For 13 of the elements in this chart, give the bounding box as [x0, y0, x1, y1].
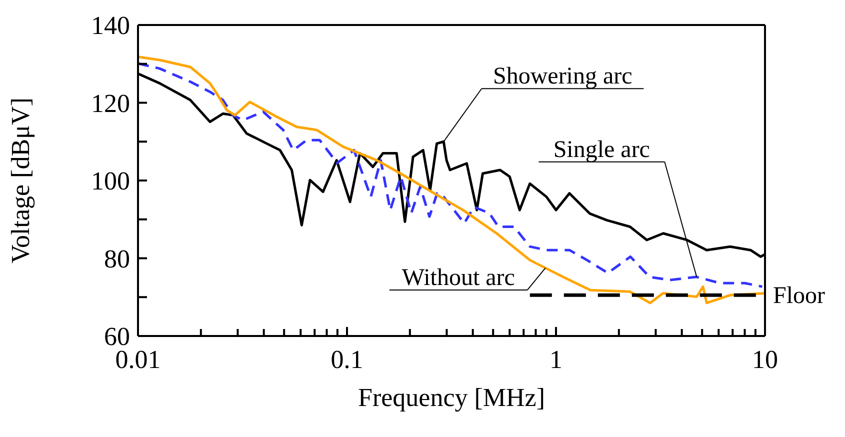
y-tick-label: 100: [91, 166, 130, 196]
x-tick-label: 0.1: [330, 345, 364, 374]
x-axis-title: Frequency [MHz]: [358, 383, 545, 412]
annotation: Single arc: [553, 136, 650, 163]
y-tick-label: 140: [91, 11, 130, 40]
y-axis-title: Voltage [dBμV]: [6, 98, 36, 264]
x-tick-label: 10: [752, 345, 778, 374]
annotation: Showering arc: [492, 64, 632, 90]
annotation: Without arc: [402, 264, 515, 291]
y-tick-label: 120: [91, 88, 130, 118]
x-tick-label: 1: [550, 345, 562, 374]
annotation: Floor: [773, 283, 826, 310]
y-tick-label: 80: [104, 244, 130, 274]
